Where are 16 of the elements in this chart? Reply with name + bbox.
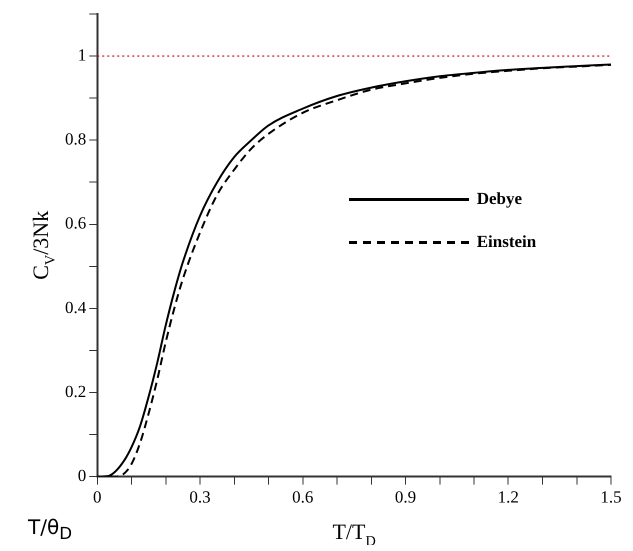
- y-axis-title: CV/3Nk: [28, 210, 59, 280]
- y-tick-label: 0.6: [65, 214, 86, 233]
- text: T/θ$_{D}$: [28, 515, 72, 543]
- x-tick-label: 1.5: [600, 487, 622, 506]
- x-tick-label: 0: [93, 487, 102, 506]
- y-tick-label: 0.8: [65, 130, 86, 149]
- x-tick-label: 0.6: [292, 487, 314, 506]
- legend-label: Debye: [476, 189, 522, 210]
- x-tick-label: 0.9: [394, 487, 416, 506]
- x-tick-label: 0.3: [189, 487, 211, 506]
- y-tick-label: 0.4: [65, 298, 87, 317]
- legend-label: Einstein: [476, 232, 536, 252]
- y-tick-label: 0.2: [65, 382, 86, 401]
- y-tick-label: 1: [78, 46, 86, 65]
- x-tick-label: 1.2: [498, 487, 519, 506]
- y-tick-label: 0: [78, 466, 86, 486]
